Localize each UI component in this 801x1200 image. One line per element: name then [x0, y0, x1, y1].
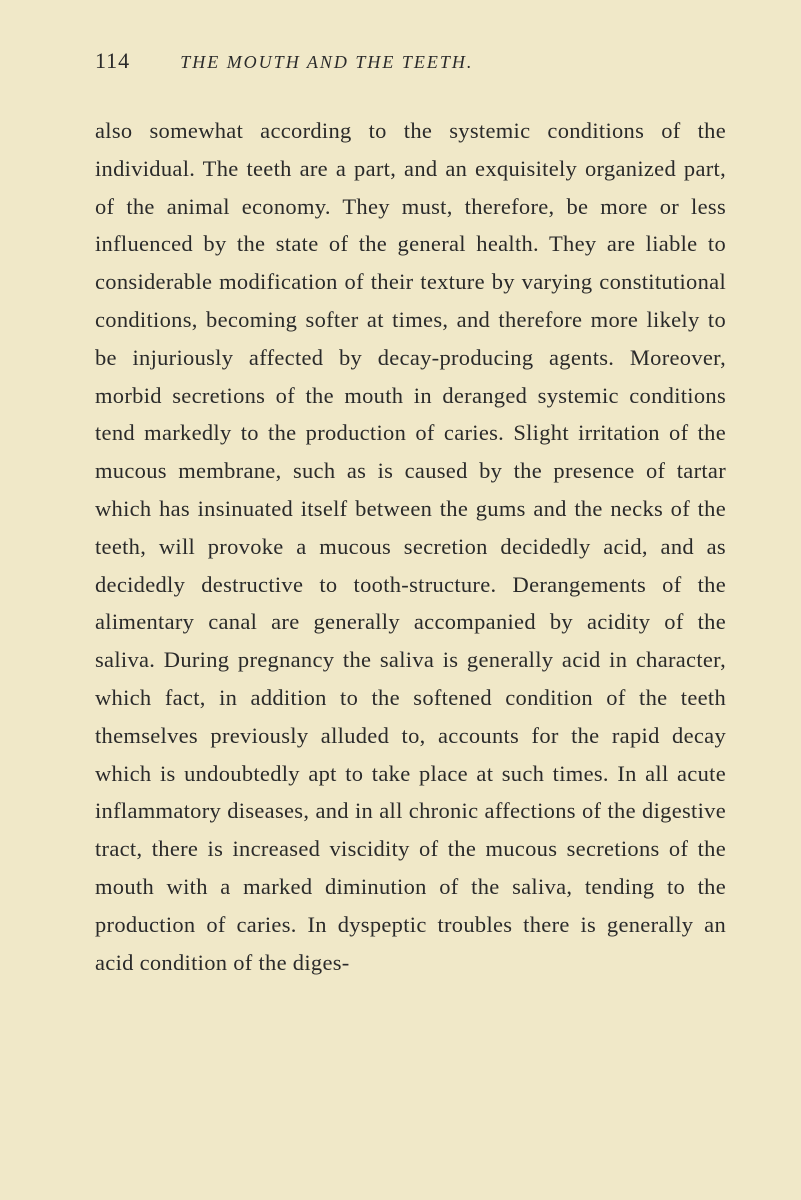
page-header: 114 THE MOUTH AND THE TEETH.	[95, 48, 726, 74]
running-title: THE MOUTH AND THE TEETH.	[180, 52, 473, 73]
page-number: 114	[95, 48, 130, 74]
body-text: also somewhat according to the systemic …	[95, 112, 726, 981]
